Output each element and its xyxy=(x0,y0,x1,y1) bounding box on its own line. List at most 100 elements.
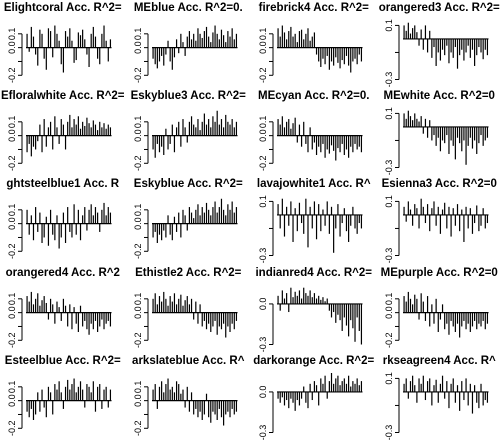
y-tick-label: -0.3 xyxy=(384,72,394,88)
bar xyxy=(60,392,62,401)
bar xyxy=(445,127,447,136)
bar xyxy=(279,36,281,48)
bar xyxy=(417,121,420,128)
bar xyxy=(333,215,335,254)
bar xyxy=(449,215,452,237)
bar xyxy=(467,215,469,229)
bar xyxy=(190,212,192,225)
y-tick-label: 0.1 xyxy=(258,196,268,209)
bar xyxy=(224,115,226,136)
bar xyxy=(415,32,417,39)
bar xyxy=(28,47,30,52)
bar xyxy=(179,135,181,147)
bar xyxy=(186,295,188,313)
bar xyxy=(228,36,231,48)
bar xyxy=(339,47,341,69)
chart-panel: orangered4 Acc. R^2 -0.2 0.0 0.1 xyxy=(0,265,126,353)
bar xyxy=(345,215,348,232)
bar xyxy=(64,135,67,150)
bar xyxy=(298,31,301,48)
bar xyxy=(447,391,450,408)
bar xyxy=(277,391,279,399)
bar xyxy=(439,383,441,392)
bar xyxy=(426,127,428,138)
bar xyxy=(477,127,479,144)
chart-title: orangered4 Acc. R^2 xyxy=(5,266,120,279)
bar xyxy=(283,215,286,237)
chart-plot: -0.2 0.00.1 xyxy=(133,110,237,171)
bar xyxy=(43,224,45,238)
bar xyxy=(184,127,186,136)
bar xyxy=(224,215,226,225)
chart-panel: orangered3 Acc. R^2= -0.3 0.1 xyxy=(377,0,502,88)
bar xyxy=(300,391,303,399)
bar xyxy=(107,47,109,62)
bar xyxy=(73,204,75,225)
bar xyxy=(330,47,333,62)
bar xyxy=(277,295,279,304)
bar xyxy=(320,299,322,304)
bar xyxy=(175,39,177,48)
bar xyxy=(422,375,424,392)
bar xyxy=(71,127,73,136)
bar xyxy=(184,47,186,56)
bar xyxy=(454,38,456,48)
bar xyxy=(281,25,283,48)
bar xyxy=(286,122,288,136)
bar xyxy=(171,124,173,136)
bar xyxy=(151,135,154,150)
y-tick-label: 0.1 xyxy=(258,28,268,41)
bar xyxy=(417,378,420,392)
bar xyxy=(445,380,447,392)
bar xyxy=(415,208,417,216)
bar xyxy=(292,296,294,304)
bar xyxy=(220,119,222,136)
bar xyxy=(482,312,484,321)
bar xyxy=(456,384,458,392)
bar xyxy=(479,312,482,327)
bar xyxy=(318,135,320,147)
chart-panel: MEblue Acc. R^2=0. -0.2 0.0 0.1 xyxy=(126,0,252,88)
y-tick-label: -0.2 xyxy=(133,420,143,436)
bar xyxy=(279,391,281,403)
bar xyxy=(324,375,326,392)
bar xyxy=(82,312,84,327)
bar xyxy=(350,303,352,320)
bar xyxy=(105,312,107,324)
bar xyxy=(486,215,488,224)
bar xyxy=(32,135,35,147)
bar xyxy=(211,116,214,136)
bar xyxy=(226,312,228,327)
y-tick-label: -0.3 xyxy=(384,248,394,264)
bar xyxy=(77,386,79,401)
bar xyxy=(62,400,65,409)
bar xyxy=(71,40,73,48)
bar xyxy=(309,127,311,136)
bar xyxy=(101,127,103,136)
bar xyxy=(47,312,50,320)
bar xyxy=(428,378,430,392)
bar xyxy=(73,378,75,401)
bar xyxy=(228,312,231,332)
bar xyxy=(356,378,358,392)
bar xyxy=(54,383,56,401)
bar xyxy=(343,47,345,65)
bar xyxy=(211,400,214,412)
bar xyxy=(435,127,437,147)
bar xyxy=(290,201,292,216)
chart-title: Efloralwhite Acc. R^2= xyxy=(0,90,125,103)
bar xyxy=(67,379,69,401)
bar xyxy=(175,303,177,313)
chart-title: Esteelblue Acc. R^2= xyxy=(4,354,121,367)
bar xyxy=(231,400,233,409)
bar xyxy=(417,38,420,46)
bar xyxy=(420,383,422,392)
chart-plot: -0.2 0.00.1 xyxy=(7,291,112,348)
bar xyxy=(52,47,54,58)
y-tick-label: 0.1 xyxy=(384,19,394,32)
bar xyxy=(294,391,296,411)
bar xyxy=(224,312,226,338)
bar xyxy=(88,386,90,401)
bar xyxy=(86,117,88,136)
bar xyxy=(233,212,235,225)
